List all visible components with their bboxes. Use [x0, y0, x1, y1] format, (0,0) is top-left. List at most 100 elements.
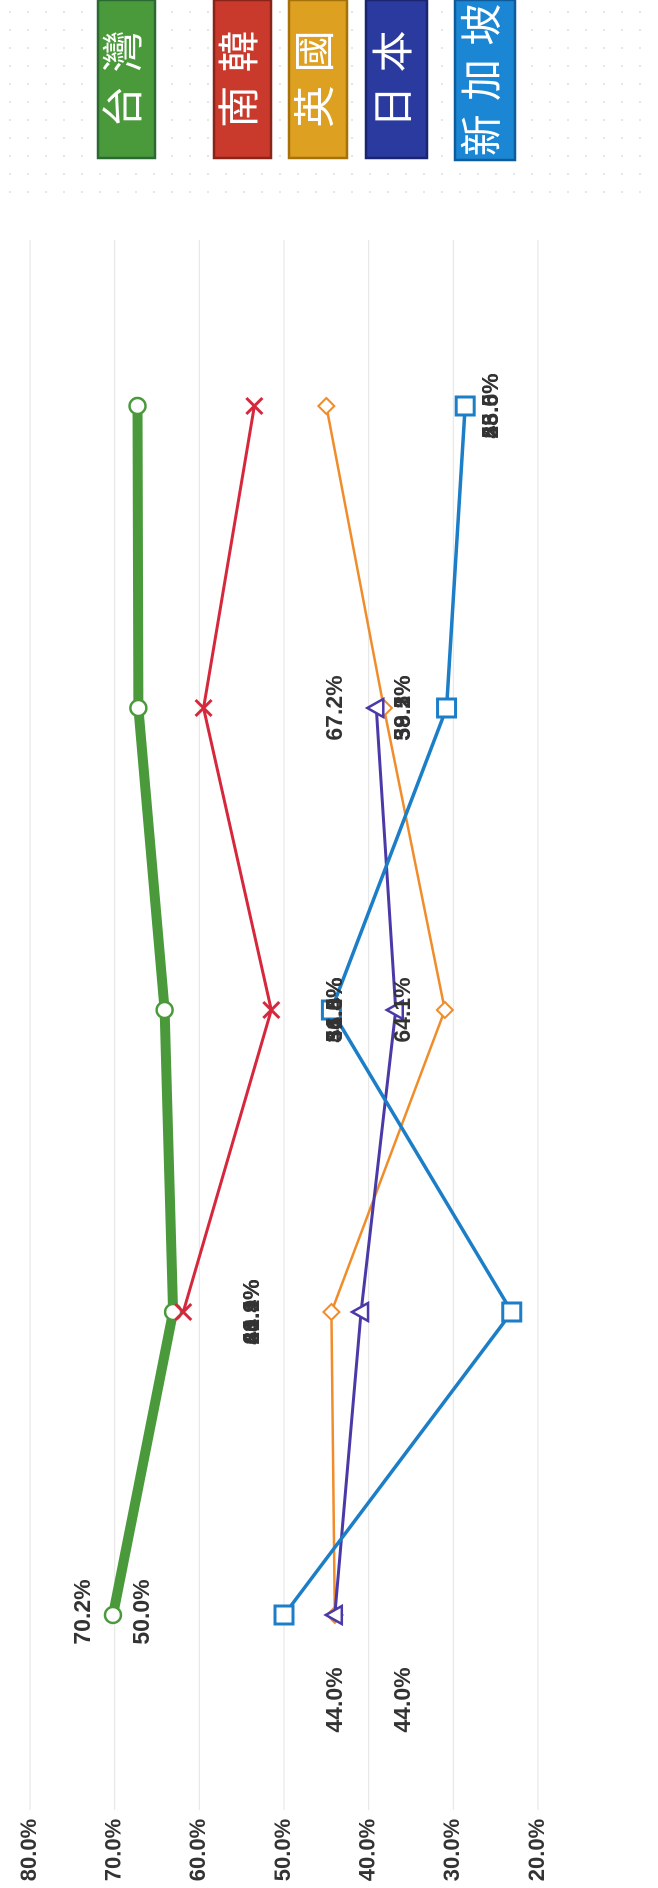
texture-dot: [45, 47, 47, 49]
texture-dot: [315, 173, 317, 175]
texture-dot: [63, 173, 65, 175]
texture-dot: [351, 101, 353, 103]
texture-dot: [441, 65, 443, 67]
legend: 台 灣 南 韓英 國日 本新 加 坡: [96, 0, 517, 162]
texture-dot: [639, 155, 641, 157]
legend-item-2: 南 韓: [212, 0, 273, 160]
x-marker: [174, 1302, 193, 1322]
texture-dot: [99, 173, 101, 175]
texture-dot: [9, 65, 11, 67]
texture-dot: [351, 11, 353, 13]
texture-dot: [315, 191, 317, 193]
data-label: 51.5%: [321, 977, 347, 1042]
texture-dot: [27, 65, 29, 67]
legend-item-4: 日 本: [364, 0, 429, 160]
texture-dot: [27, 29, 29, 31]
data-label: 67.2%: [321, 675, 347, 740]
texture-dot: [603, 191, 605, 193]
texture-dot: [261, 173, 263, 175]
texture-dot: [441, 11, 443, 13]
texture-dot: [81, 47, 83, 49]
texture-dot: [243, 191, 245, 193]
data-label: 53.5%: [477, 373, 503, 438]
x-marker: [262, 1000, 281, 1020]
series-1: [103, 396, 183, 1625]
texture-dot: [135, 173, 137, 175]
texture-dot: [531, 83, 533, 85]
texture-dot: [63, 155, 65, 157]
texture-dot: [603, 173, 605, 175]
texture-dot: [117, 173, 119, 175]
texture-dot: [621, 47, 623, 49]
texture-dot: [207, 29, 209, 31]
texture-dot: [351, 83, 353, 85]
y-tick-label: 50.0%: [270, 1819, 295, 1881]
texture-dot: [405, 173, 407, 175]
y-tick-label: 80.0%: [16, 1819, 41, 1881]
texture-dot: [621, 155, 623, 157]
x-marker-stroke: [245, 396, 264, 416]
texture-dot: [297, 191, 299, 193]
texture-dot: [27, 137, 29, 139]
texture-dot: [441, 137, 443, 139]
texture-dot: [171, 173, 173, 175]
texture-dot: [585, 191, 587, 193]
texture-dot: [513, 191, 515, 193]
data-label: 64.1%: [389, 977, 415, 1042]
texture-dot: [117, 191, 119, 193]
texture-dot: [621, 65, 623, 67]
texture-dot: [45, 11, 47, 13]
texture-dot: [81, 29, 83, 31]
legend-label: 台 灣: [99, 30, 148, 127]
texture-dot: [549, 155, 551, 157]
texture-dot: [549, 119, 551, 121]
texture-dot: [81, 83, 83, 85]
data-label: 61.9%: [238, 1279, 264, 1344]
texture-dot: [171, 191, 173, 193]
texture-dot: [585, 173, 587, 175]
texture-dot: [639, 191, 641, 193]
texture-dot: [45, 191, 47, 193]
texture-dot: [279, 83, 281, 85]
texture-dot: [477, 173, 479, 175]
series-5: [273, 395, 523, 1626]
texture-dot: [171, 29, 173, 31]
square-marker: [436, 697, 458, 719]
legend-label: 新 加 坡: [458, 4, 507, 157]
legend-swatch: [212, 0, 273, 160]
circle-marker: [129, 698, 148, 718]
texture-dot: [189, 119, 191, 121]
texture-dot: [441, 101, 443, 103]
data-label: 38.2%: [389, 675, 415, 740]
texture-dot: [369, 191, 371, 193]
texture-dot: [603, 11, 605, 13]
texture-dot: [81, 119, 83, 121]
data-label: 44.4%: [321, 977, 347, 1042]
x-marker: [194, 698, 213, 718]
texture-dot: [153, 173, 155, 175]
texture-dot: [9, 47, 11, 49]
texture-dot: [441, 119, 443, 121]
texture-dot: [81, 173, 83, 175]
texture-dot: [135, 191, 137, 193]
data-label: 44.0%: [389, 1667, 415, 1732]
texture-dot: [567, 119, 569, 121]
texture-dot: [189, 65, 191, 67]
texture-dot: [549, 11, 551, 13]
texture-dot: [333, 191, 335, 193]
data-label: 63.1%: [238, 1279, 264, 1344]
texture-dot: [603, 47, 605, 49]
data-label: 36.8%: [321, 977, 347, 1042]
texture-dot: [621, 101, 623, 103]
texture-dot: [279, 11, 281, 13]
texture-dot: [9, 29, 11, 31]
data-label: 50.0%: [128, 1579, 154, 1644]
texture-dot: [207, 65, 209, 67]
texture-dot: [585, 155, 587, 157]
texture-dot: [27, 101, 29, 103]
texture-dot: [351, 29, 353, 31]
y-tick-label: 40.0%: [354, 1819, 379, 1881]
legend-label: 英 國: [291, 30, 340, 127]
x-marker-stroke: [262, 1000, 281, 1020]
